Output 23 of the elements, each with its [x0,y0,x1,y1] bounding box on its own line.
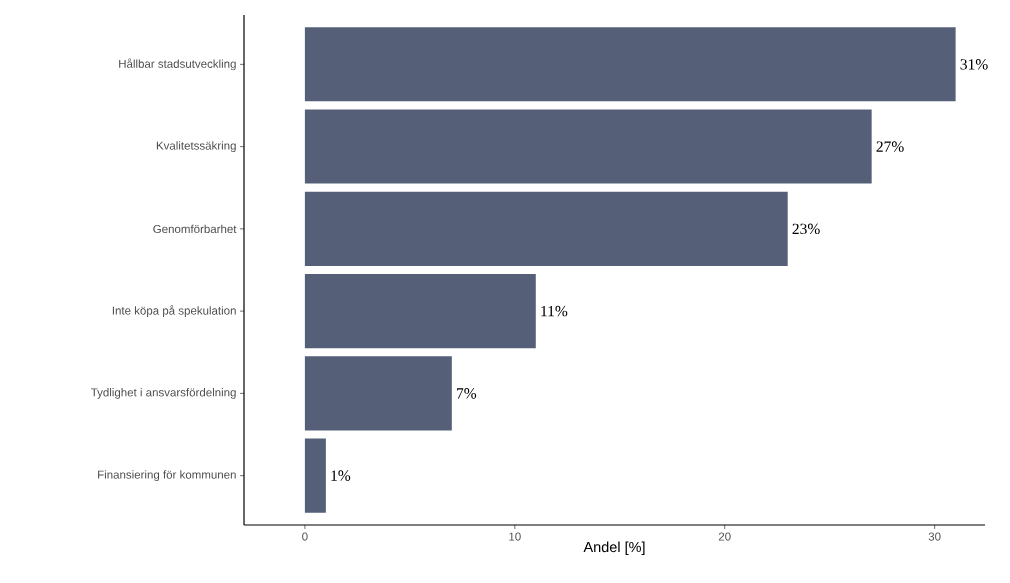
bar [304,191,788,266]
data-label: 27% [876,141,904,152]
data-label: 23% [792,223,820,235]
data-label: 11% [541,305,568,317]
data-label: 7% [457,388,477,399]
y-tick-label: Tydlighet i ansvarsfördelning [91,388,236,399]
bar [304,27,956,102]
y-tick-label: Genomförbarhet [153,224,237,234]
x-tick-label: 10 [509,532,521,541]
x-axis-title: Andel [%] [583,541,645,556]
y-tick-label: Finansiering för kommunen [98,470,236,481]
y-tick-label: Kvalitetssäkring [156,141,236,152]
bar [304,109,872,184]
bar [304,438,326,513]
bar [304,274,536,349]
data-label: 1% [331,470,351,481]
y-tick-label: Inte köpa på spekulation [112,305,236,317]
data-label: 31% [960,59,988,70]
x-tick-label: 20 [718,532,731,541]
x-tick-label: 30 [928,532,941,541]
bar [304,356,452,431]
x-tick-label: 0 [302,532,308,541]
y-tick-label: Hållbar stadsutveckling [119,58,236,71]
